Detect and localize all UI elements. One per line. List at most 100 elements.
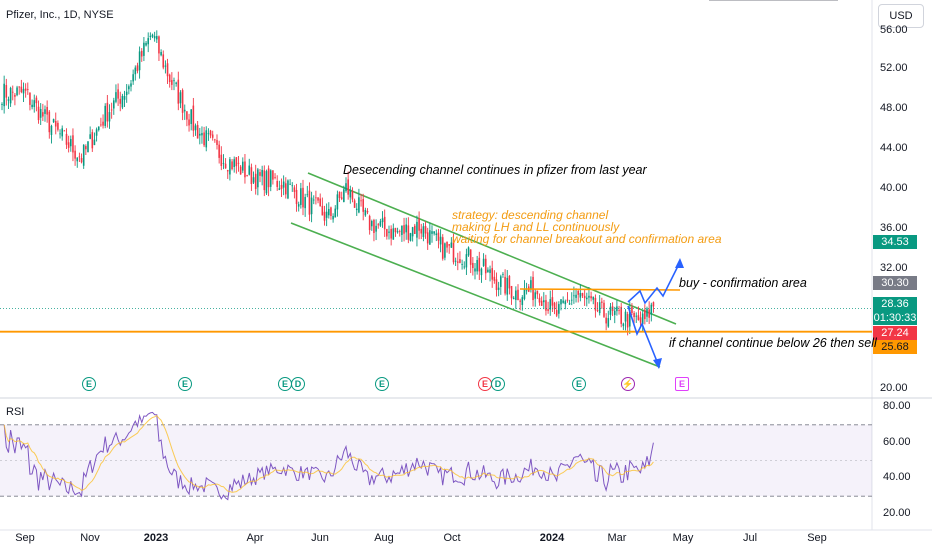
candle (407, 217, 410, 244)
candle (145, 41, 147, 47)
candle (465, 248, 468, 275)
candle (235, 157, 238, 174)
earnings-icon[interactable]: E (278, 377, 292, 391)
currency-button[interactable]: USD (878, 4, 924, 28)
candle (7, 96, 10, 109)
candle (581, 292, 584, 298)
candle (82, 144, 85, 169)
candle (618, 305, 620, 315)
candle (37, 100, 40, 124)
time-tick: Mar (607, 532, 627, 544)
candle (188, 113, 190, 132)
time-tick: Jun (311, 532, 329, 544)
candle (229, 157, 231, 181)
candle (431, 225, 433, 243)
candle (381, 211, 384, 228)
candle (261, 165, 263, 186)
candle (439, 229, 442, 253)
rsi-signal-line (3, 414, 654, 493)
candle (386, 228, 388, 240)
candle (444, 242, 446, 261)
candle (446, 241, 448, 253)
earnings-icon[interactable]: E (478, 377, 492, 391)
candle (564, 299, 567, 310)
earnings-icon[interactable]: E (572, 377, 586, 391)
candle (203, 126, 205, 148)
candle (222, 154, 225, 170)
price-tick: 32.00 (880, 262, 908, 274)
candle (147, 32, 149, 53)
symbol-title[interactable]: Pfizer, Inc., 1D, NYSE (6, 9, 114, 21)
trade-overlay (0, 0, 872, 369)
candle (424, 221, 427, 239)
candle (637, 306, 640, 321)
candle (538, 293, 541, 306)
candle (287, 179, 289, 200)
candle (472, 257, 474, 276)
candle (61, 125, 63, 141)
candle (317, 197, 319, 204)
candle (534, 289, 536, 307)
time-tick: Sep (15, 532, 35, 544)
candle (156, 30, 158, 44)
candle (130, 79, 132, 92)
candle (175, 81, 177, 87)
candle (54, 112, 57, 135)
candle (216, 134, 218, 150)
earnings-icon[interactable]: E (375, 377, 389, 391)
candle (598, 295, 601, 316)
candle (457, 252, 459, 271)
candle (18, 86, 20, 95)
candle (100, 117, 102, 127)
candle (254, 164, 257, 195)
candle (239, 164, 242, 175)
bar-countdown-badge: 01:30:33 (873, 311, 917, 325)
candle (594, 294, 597, 318)
candle (211, 130, 214, 141)
candle (125, 84, 128, 103)
dividend-icon[interactable]: D (491, 377, 505, 391)
candle (482, 253, 485, 267)
earnings-icon[interactable]: E (675, 377, 689, 391)
time-tick: 2024 (539, 532, 565, 544)
candle (450, 237, 453, 248)
candle (121, 93, 124, 110)
candle (87, 141, 89, 153)
candle (31, 99, 33, 110)
candle (136, 62, 139, 74)
candle (297, 201, 300, 212)
time-tick: Apr (246, 532, 264, 544)
earnings-icon[interactable]: E (178, 377, 192, 391)
candle (315, 190, 317, 205)
candle (151, 33, 154, 39)
candle (274, 173, 276, 180)
candle (607, 310, 610, 328)
stop-price-badge: 27.24 (873, 326, 917, 340)
time-tick: Aug (374, 532, 394, 544)
candle (652, 301, 655, 313)
candle (452, 233, 455, 265)
candle (366, 208, 369, 215)
price-tick: 48.00 (880, 102, 908, 114)
bullish-arrowhead (675, 258, 684, 268)
candle (426, 227, 429, 250)
rsi-label[interactable]: RSI (6, 406, 25, 418)
candle (362, 193, 364, 221)
price-tick: 56.00 (880, 24, 908, 36)
candle (50, 124, 53, 144)
candle (463, 261, 466, 270)
price-tick: 36.00 (880, 222, 908, 234)
candle (383, 209, 386, 237)
candle (601, 297, 603, 309)
candle (74, 145, 76, 166)
candle (168, 73, 171, 88)
candle (373, 218, 375, 242)
candle (422, 223, 425, 242)
dividend-icon[interactable]: D (291, 377, 305, 391)
earnings-icon[interactable]: E (82, 377, 96, 391)
split-icon[interactable]: ⚡ (621, 377, 635, 391)
candle (506, 270, 509, 301)
candle (14, 92, 16, 106)
candle (46, 100, 48, 123)
